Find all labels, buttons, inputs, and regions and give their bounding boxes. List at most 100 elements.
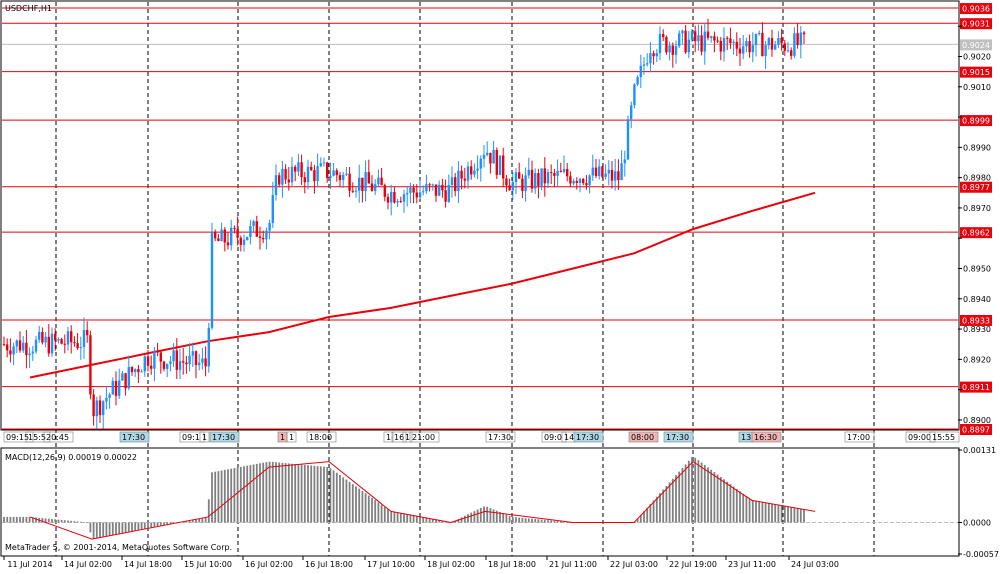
macd-bar [198,518,201,523]
macd-bar [207,499,210,523]
macd-bar [643,511,645,523]
macd-bar [559,521,562,523]
macd-bar [316,466,319,523]
time-marker[interactable]: 16 [391,431,407,443]
time-marker[interactable]: 21:00 [409,431,440,443]
level-price-label: 0.8933 [962,316,990,325]
time-marker[interactable]: 15:55 [929,431,960,443]
level-price-label: 0.8897 [962,426,990,435]
horizontal-levels[interactable]: 0.9036 0.9031 0.9015 0.8999 0.8977 0.8962 0.89… [2,3,992,435]
macd-bar [214,471,217,523]
candle-body [444,190,447,202]
macd-bar [681,468,684,523]
candle-body [502,155,505,179]
candle-body [50,333,54,354]
level-price-tag [960,227,992,239]
candle-body [585,183,588,186]
time-marker[interactable]: 17:30 [485,431,516,443]
macd-bar [134,522,137,531]
time-marker[interactable]: 09:00 [905,431,936,443]
macd-bar [124,522,127,533]
time-marker[interactable]: 15:5 [25,431,51,443]
time-marker-text: 17:30 [212,433,235,442]
level-price-label: 0.8999 [962,117,990,126]
candle-body [367,172,370,184]
candle-body [582,178,585,184]
candle-body [210,231,214,328]
candle-body [281,168,284,185]
time-marker-text: 16:30 [754,433,777,442]
candle-body [127,366,130,389]
time-tick-label: 16 Jul 02:00 [245,560,293,569]
macd-bar [767,503,770,523]
macd-bar [115,522,117,535]
candle-body [354,190,358,192]
macd-bar [671,478,674,523]
time-marker[interactable]: 18:00 [306,431,337,443]
candle-body [399,201,402,203]
candle-body [706,31,710,38]
time-marker[interactable]: 1 [199,431,210,443]
time-marker[interactable]: 1 [277,431,288,443]
candle-body [642,64,646,66]
macd-bar [99,522,101,538]
macd-bar [387,509,389,523]
candle-body [738,48,742,54]
macd-bar [351,484,354,523]
time-marker[interactable]: 1 [286,431,297,443]
time-marker[interactable]: 13 [738,431,754,443]
candle-body [390,191,393,203]
time-marker[interactable]: 09:1 [179,431,205,443]
macd-bar [95,522,98,539]
time-marker[interactable]: 17:30 [119,431,150,443]
macd-bar [713,472,716,523]
macd-bar [473,511,476,523]
time-marker[interactable]: 17:30 [663,431,694,443]
candle-body [233,227,236,229]
time-marker[interactable]: 08:00 [628,431,659,443]
macd-bar [729,484,732,523]
macd-bar [297,464,300,523]
macd-bar [751,500,754,523]
time-marker[interactable]: 17:00 [844,431,875,443]
macd-bar [83,522,85,523]
macd-bar [639,514,642,523]
candle-body [316,166,319,182]
candle-body [719,40,722,52]
macd-bar [31,517,34,523]
time-marker[interactable]: 17:30 [573,431,604,443]
macd-bar [383,506,386,523]
macd-bar [662,489,665,523]
time-marker[interactable]: 16:30 [751,431,782,443]
macd-bar [556,521,559,523]
level-price-tag [960,314,992,326]
time-marker[interactable]: 1 [402,431,413,443]
candle-body [217,238,220,242]
time-marker[interactable]: 09:15 [3,431,34,443]
time-marker[interactable]: 20:45 [43,431,74,443]
macd-bar [780,505,783,523]
macd-bar [262,462,265,523]
candle-body [566,168,569,177]
time-marker[interactable]: 17:30 [209,431,240,443]
time-marker[interactable]: 09:0 [541,431,567,443]
candle-body [95,400,98,417]
macd-bar [246,465,249,523]
macd-bar [540,519,543,523]
candle-body [268,222,271,231]
candle-body [278,175,281,185]
time-marker-box [409,431,440,443]
candle-body [137,369,140,373]
macd-bar [547,520,549,523]
macd-bar [326,466,329,523]
candle-body [271,194,274,223]
candle-body [476,168,479,171]
macd-bar [684,464,687,523]
macd-bar [236,467,239,523]
macd-bar [73,521,76,523]
candle-body [649,53,652,64]
candle-body [9,350,12,355]
time-marker[interactable]: 1 [383,431,394,443]
